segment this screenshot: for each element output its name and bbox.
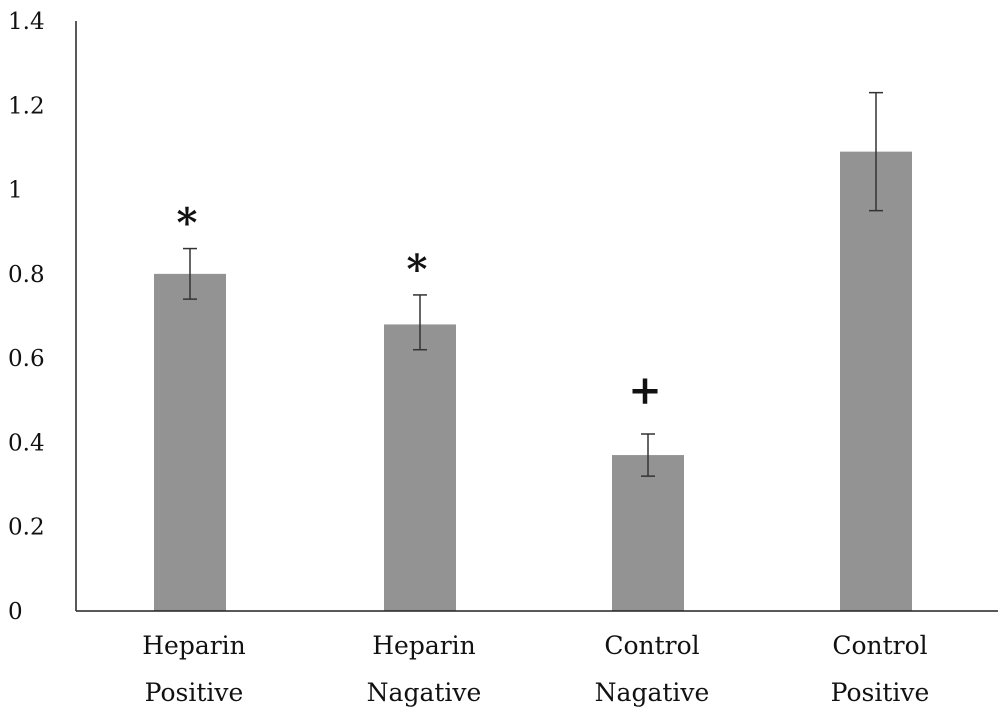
category-label: Heparin (372, 631, 476, 660)
y-tick-label: 0.6 (8, 346, 45, 372)
error-bar (869, 91, 883, 212)
category-label: Control (604, 631, 699, 660)
significance-asterisk-marker: * (407, 246, 428, 293)
y-tick-label: 0.4 (8, 430, 45, 456)
error-bar (641, 433, 655, 477)
bar (384, 324, 456, 611)
y-axis-ticks: 0 0.2 0.4 0.6 0.8 1 1.2 1.4 (8, 9, 45, 625)
error-bar (413, 294, 427, 351)
bars (154, 151, 912, 611)
y-tick-label: 1.2 (8, 93, 45, 119)
category-label: Control (832, 631, 927, 660)
x-axis-category-labels: Heparin Positive Heparin Nagative Control Nag… (142, 631, 929, 707)
bar (612, 455, 684, 611)
significance-markers: * * + (177, 200, 662, 414)
category-label: Nagative (595, 678, 710, 707)
bar (154, 273, 226, 611)
significance-plus-marker: + (628, 367, 662, 414)
category-label: Heparin (142, 631, 246, 660)
category-label: Positive (831, 678, 930, 707)
y-tick-label: 0.2 (8, 515, 45, 541)
error-bar (183, 247, 197, 300)
bar (840, 151, 912, 611)
significance-asterisk-marker: * (177, 200, 198, 247)
y-tick-label: 0 (8, 599, 23, 625)
category-label: Positive (145, 678, 244, 707)
error-bars (183, 91, 883, 477)
y-tick-label: 1.4 (8, 9, 45, 35)
y-tick-label: 1 (8, 178, 23, 204)
category-label: Nagative (367, 678, 482, 707)
y-tick-label: 0.8 (8, 262, 45, 288)
